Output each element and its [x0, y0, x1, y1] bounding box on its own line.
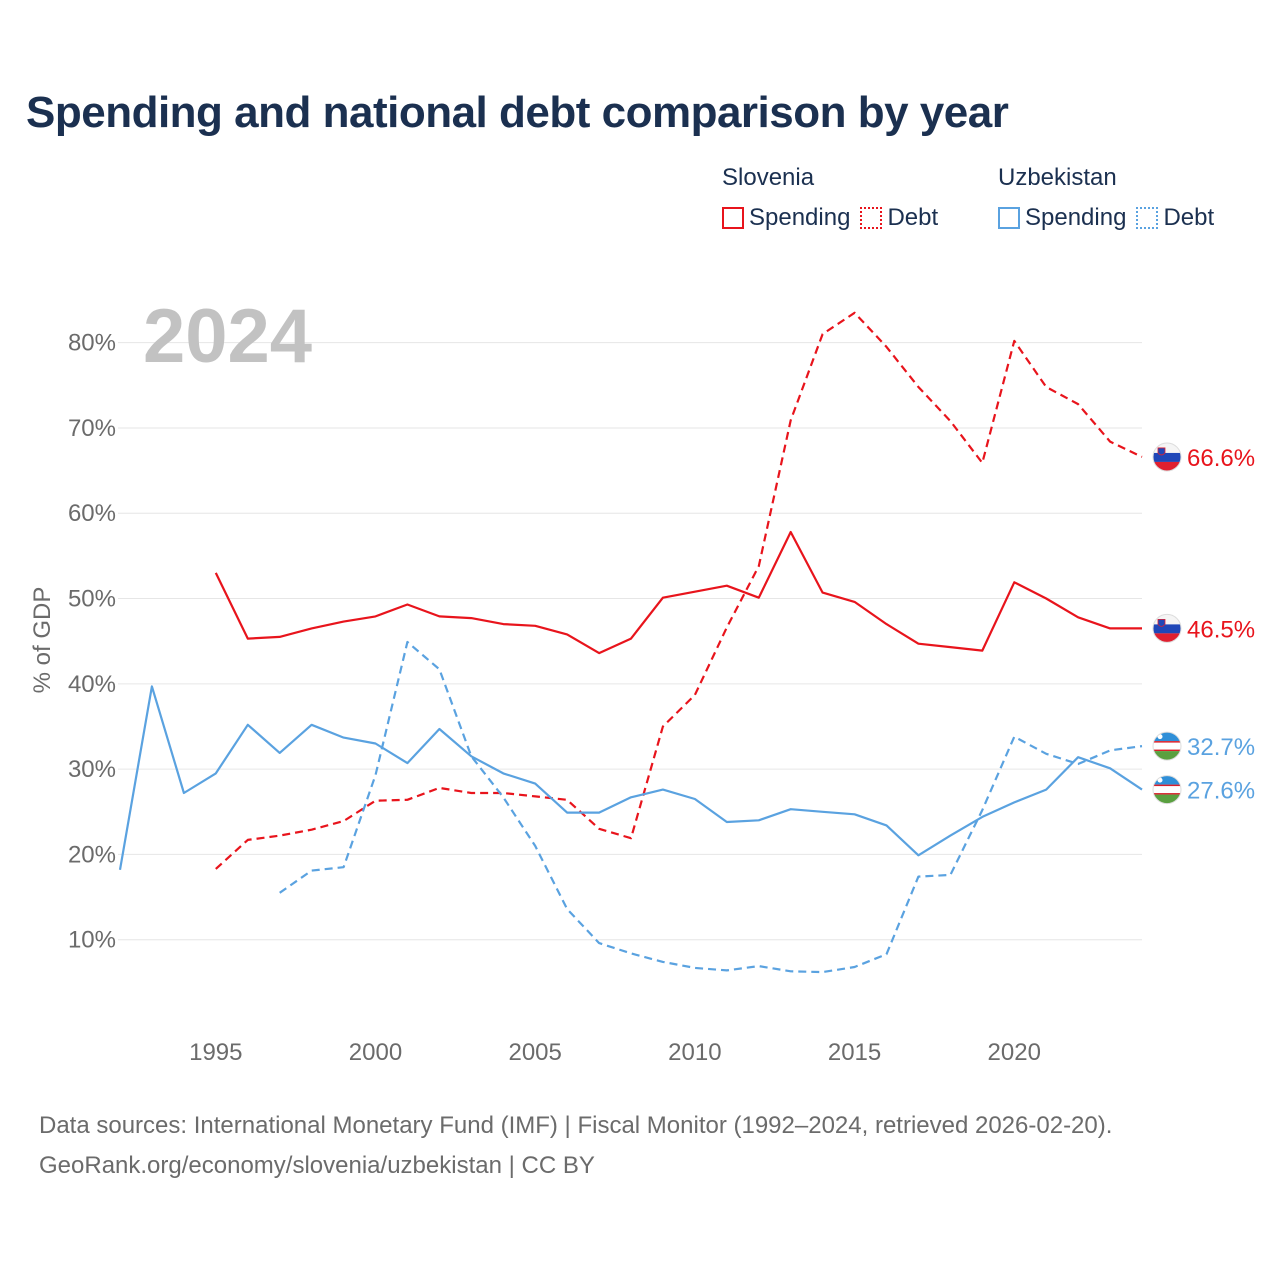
legend-label: Debt	[1163, 204, 1215, 231]
chart-title: Spending and national debt comparison by…	[26, 88, 1009, 137]
x-tick-label: 2020	[988, 1039, 1041, 1066]
y-axis-label: % of GDP	[29, 587, 56, 694]
flag-slovenia-icon	[1152, 613, 1182, 643]
legend-swatch-dotted	[1136, 207, 1159, 229]
series-lines	[118, 311, 1143, 974]
legend-slovenia: Slovenia Spending Debt	[722, 164, 938, 232]
legend-item-slovenia-spending[interactable]: Spending	[722, 204, 850, 232]
flag-uzbekistan-icon	[1152, 731, 1182, 761]
y-tick-label: 30%	[68, 756, 116, 783]
end-value-label: 46.5%	[1187, 616, 1255, 643]
legend-label: Debt	[887, 204, 939, 231]
legend-country-uzbekistan: Uzbekistan	[998, 164, 1117, 191]
y-tick-label: 10%	[68, 927, 116, 954]
x-axis-ticks: 1995 2000 2005 2010 2015 2020	[189, 1039, 1041, 1066]
legend-label: Spending	[1025, 204, 1127, 231]
line-uzbekistan-debt	[279, 640, 1143, 974]
y-tick-label: 40%	[68, 671, 116, 698]
x-tick-label: 2000	[349, 1039, 402, 1066]
line-slovenia-debt	[215, 311, 1143, 870]
legend-swatch-solid	[722, 207, 744, 229]
legend-label: Spending	[749, 204, 851, 231]
legend-item-uzbekistan-spending[interactable]: Spending	[998, 204, 1126, 232]
flag-slovenia-icon	[1152, 442, 1182, 472]
y-tick-label: 20%	[68, 841, 116, 868]
end-markers: 46.5% 66.6% 27.6% 32.7%	[1152, 442, 1255, 805]
y-axis-ticks: 10% 20% 30% 40% 50% 60% 70% 80%	[68, 330, 116, 954]
x-tick-label: 1995	[189, 1039, 242, 1066]
year-label: 2024	[143, 294, 312, 379]
line-uzbekistan-spending	[118, 685, 1143, 870]
legend-uzbekistan: Uzbekistan Spending Debt	[998, 164, 1214, 232]
y-tick-label: 70%	[68, 415, 116, 442]
gridlines	[118, 342, 1142, 941]
footer: Data sources: International Monetary Fun…	[39, 1106, 1112, 1186]
line-slovenia-spending	[214, 530, 1142, 655]
legend-swatch-solid	[998, 207, 1020, 229]
y-tick-label: 60%	[68, 500, 116, 527]
source-url: GeoRank.org/economy/slovenia/uzbekistan …	[39, 1152, 595, 1179]
y-tick-label: 80%	[68, 330, 116, 357]
end-value-label: 32.7%	[1187, 734, 1255, 761]
end-value-label: 27.6%	[1187, 778, 1255, 805]
x-tick-label: 2010	[668, 1039, 721, 1066]
legend-country-slovenia: Slovenia	[722, 164, 815, 191]
x-tick-label: 2005	[508, 1039, 561, 1066]
flag-uzbekistan-icon	[1152, 775, 1182, 805]
data-sources: Data sources: International Monetary Fun…	[39, 1112, 1113, 1139]
x-tick-label: 2015	[828, 1039, 881, 1066]
legend-item-uzbekistan-debt[interactable]: Debt	[1136, 204, 1214, 232]
legend-item-slovenia-debt[interactable]: Debt	[860, 204, 938, 232]
y-tick-label: 50%	[68, 586, 116, 613]
legend-swatch-dotted	[860, 207, 883, 229]
end-value-label: 66.6%	[1187, 445, 1255, 472]
